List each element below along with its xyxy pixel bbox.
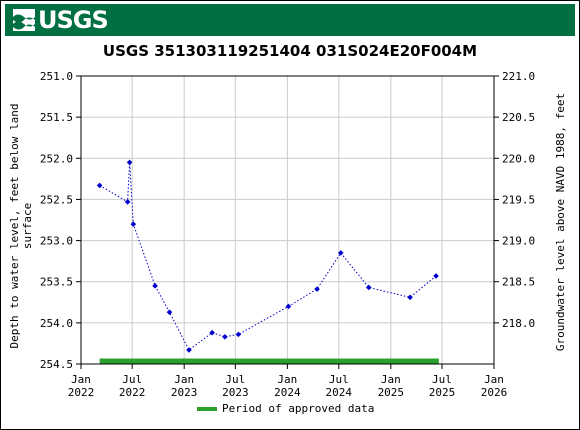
y-left-tick-label: 251.5 xyxy=(40,111,73,124)
data-point xyxy=(126,159,133,166)
y-left-tick-label: 252.5 xyxy=(40,193,73,206)
x-tick-label-month: Jan xyxy=(381,373,401,386)
y-left-tick-label: 252.0 xyxy=(40,152,73,165)
data-point xyxy=(285,303,292,310)
data-point xyxy=(130,221,137,227)
y-right-tick-label: 220.0 xyxy=(502,152,535,165)
data-point xyxy=(186,347,192,353)
x-tick-label-year: 2022 xyxy=(119,386,146,399)
y-left-tick-label: 253.5 xyxy=(40,276,73,289)
x-tick-label-month: Jan xyxy=(174,373,194,386)
data-point xyxy=(314,286,320,292)
series-layer xyxy=(96,159,439,353)
x-tick-label-year: 2024 xyxy=(326,386,353,399)
y-axis-right-label: Groundwater level above NAVD 1988, feet xyxy=(554,93,567,351)
data-point xyxy=(222,334,228,340)
x-tick-label-year: 2023 xyxy=(222,386,249,399)
x-tick-label-year: 2025 xyxy=(429,386,456,399)
x-tick-label-year: 2024 xyxy=(274,386,301,399)
usgs-wave-icon xyxy=(13,9,35,31)
y-right-tick-label: 218.5 xyxy=(502,276,535,289)
x-tick-label-month: Jan xyxy=(484,373,504,386)
y-right-tick-label: 220.5 xyxy=(502,111,535,124)
usgs-banner: USGS xyxy=(5,4,575,36)
data-point xyxy=(337,250,344,256)
y-right-tick-label: 219.5 xyxy=(502,193,535,206)
x-tick-label-year: 2023 xyxy=(171,386,198,399)
data-point xyxy=(365,284,372,291)
usgs-logo-text: USGS xyxy=(38,6,109,34)
data-point xyxy=(235,331,242,338)
x-axis-ticks: Jan2022Jul2022Jan2023Jul2023Jan2024Jul20… xyxy=(68,364,508,399)
legend-swatch-approved xyxy=(197,406,217,411)
y-left-tick-label: 253.0 xyxy=(40,235,73,248)
y-right-tick-label: 218.0 xyxy=(502,317,535,330)
y-left-tick-label: 251.0 xyxy=(40,70,73,83)
y-right-tick-label: 221.0 xyxy=(502,70,535,83)
y-axis-left-label: Depth to water level, feet below landsur… xyxy=(8,103,34,348)
data-point xyxy=(152,283,158,289)
x-tick-label-year: 2025 xyxy=(378,386,405,399)
x-tick-label-month: Jan xyxy=(71,373,91,386)
data-point xyxy=(407,294,413,301)
y-right-tick-label: 219.0 xyxy=(502,235,535,248)
chart-title: USGS 351303119251404 031S024E20F004M xyxy=(102,42,478,60)
x-tick-label-month: Jul xyxy=(225,373,245,386)
data-point xyxy=(166,309,173,315)
y-left-tick-label: 254.0 xyxy=(40,317,73,330)
data-point xyxy=(96,182,103,189)
right-axis-ticks: 221.0 220.5 220.0 219.5 219.0 218.5 218.0 xyxy=(494,70,535,330)
data-point xyxy=(433,273,439,279)
y-left-tick-label: 254.5 xyxy=(40,358,73,371)
data-point xyxy=(124,199,131,205)
series-line xyxy=(99,162,437,351)
legend: Period of approved data xyxy=(197,402,374,415)
grid-layer xyxy=(80,75,495,365)
legend-label-approved: Period of approved data xyxy=(222,402,375,415)
x-tick-label-month: Jul xyxy=(122,373,142,386)
y-axis-left-label-line: surface xyxy=(21,203,34,249)
x-tick-label-month: Jul xyxy=(329,373,349,386)
data-point xyxy=(209,329,215,336)
x-tick-label-month: Jan xyxy=(277,373,297,386)
x-tick-label-year: 2026 xyxy=(481,386,508,399)
usgs-logo[interactable]: USGS xyxy=(13,6,109,34)
left-axis-ticks: 251.0 251.5 252.0 252.5 253.0 253.5 254.0 254.5 xyxy=(40,70,81,371)
y-axis-left-label-line: Depth to water level, feet below land xyxy=(8,103,21,348)
x-tick-label-year: 2022 xyxy=(68,386,95,399)
x-tick-label-month: Jul xyxy=(432,373,452,386)
